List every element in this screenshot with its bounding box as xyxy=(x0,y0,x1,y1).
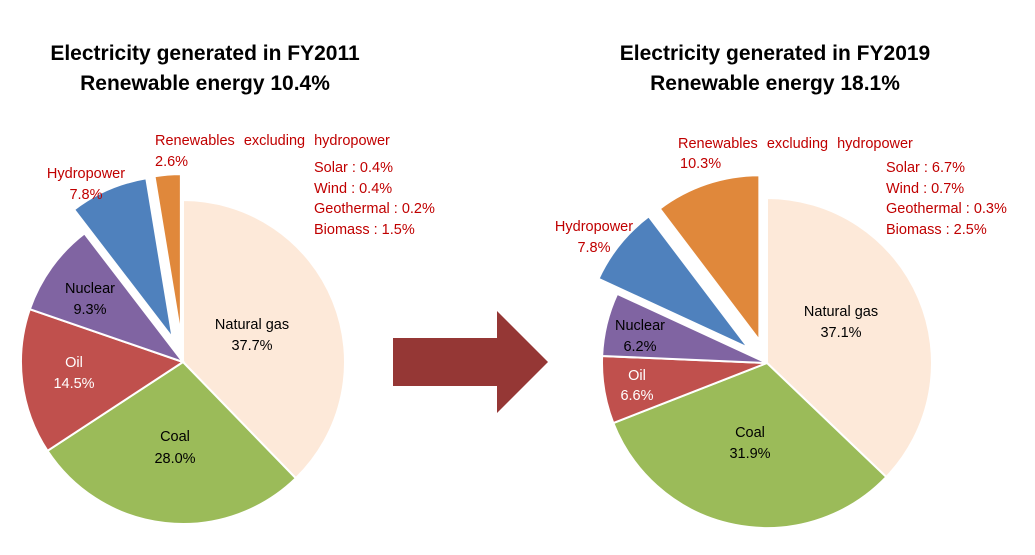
pie-slice-nuclear xyxy=(601,292,768,364)
slice-pct-coal: 31.9% xyxy=(729,446,770,462)
pie-slice-coal xyxy=(46,360,298,525)
pie-slice-renewables-excluding-hydropower xyxy=(658,174,761,344)
pie-fy2011 xyxy=(19,173,346,525)
slice-pct-coal: 28.0% xyxy=(154,451,195,467)
chart-title: Electricity generated in FY2019 xyxy=(620,42,930,65)
pie-slice-hydropower xyxy=(597,214,750,349)
chart-subtitle: Renewable energy 10.4% xyxy=(80,72,330,95)
slice-pct-oil: 14.5% xyxy=(53,376,94,392)
pie-slice-coal xyxy=(612,361,888,529)
breakdown-wind: Wind : 0.7% xyxy=(886,181,964,197)
slice-label-natural-gas: Natural gas xyxy=(215,317,289,333)
slice-label-oil: Oil xyxy=(65,355,83,371)
pie-slice-natural-gas xyxy=(182,198,346,480)
pie-slice-nuclear xyxy=(28,232,186,365)
slice-pct-renewables: 2.6% xyxy=(155,154,188,170)
slice-pct-nuclear: 6.2% xyxy=(623,339,656,355)
slice-pct-hydropower: 7.8% xyxy=(69,187,102,203)
slice-pct-nuclear: 9.3% xyxy=(73,302,106,318)
slice-label-nuclear: Nuclear xyxy=(65,281,115,297)
breakdown-biomass: Biomass : 2.5% xyxy=(886,222,987,238)
slice-pct-natural-gas: 37.7% xyxy=(231,338,272,354)
chart-fy2011: Electricity generated in FY2011 Renewabl… xyxy=(19,42,435,525)
slice-label-coal: Coal xyxy=(735,425,765,441)
slice-label-renewables: Renewables excluding hydropower xyxy=(678,136,913,152)
pie-slice-hydropower xyxy=(72,177,174,339)
slice-label-hydropower: Hydropower xyxy=(47,166,125,182)
pie-fy2019 xyxy=(597,174,933,529)
slice-label-natural-gas: Natural gas xyxy=(804,304,878,320)
breakdown-biomass: Biomass : 1.5% xyxy=(314,222,415,238)
breakdown-wind: Wind : 0.4% xyxy=(314,181,392,197)
slice-pct-natural-gas: 37.1% xyxy=(820,325,861,341)
pie-slice-natural-gas xyxy=(766,196,933,479)
chart-fy2019: Electricity generated in FY2019 Renewabl… xyxy=(555,42,1007,529)
slice-pct-oil: 6.6% xyxy=(620,388,653,404)
pie-slice-renewables-excluding-hydropower xyxy=(153,173,182,337)
slice-label-oil: Oil xyxy=(628,368,646,384)
chart-title: Electricity generated in FY2011 xyxy=(50,42,360,65)
slice-pct-hydropower: 7.8% xyxy=(577,240,610,256)
arrow-right-icon xyxy=(393,311,548,413)
breakdown-geothermal: Geothermal : 0.3% xyxy=(886,201,1007,217)
slice-pct-renewables: 10.3% xyxy=(680,156,721,172)
breakdown-geothermal: Geothermal : 0.2% xyxy=(314,201,435,217)
slice-label-nuclear: Nuclear xyxy=(615,318,665,334)
slice-label-coal: Coal xyxy=(160,429,190,445)
slice-label-hydropower: Hydropower xyxy=(555,219,633,235)
slice-label-renewables: Renewables excluding hydropower xyxy=(155,133,390,149)
pie-slice-oil xyxy=(19,307,186,453)
chart-subtitle: Renewable energy 18.1% xyxy=(650,72,900,95)
breakdown-solar: Solar : 6.7% xyxy=(886,160,965,176)
breakdown-solar: Solar : 0.4% xyxy=(314,160,393,176)
